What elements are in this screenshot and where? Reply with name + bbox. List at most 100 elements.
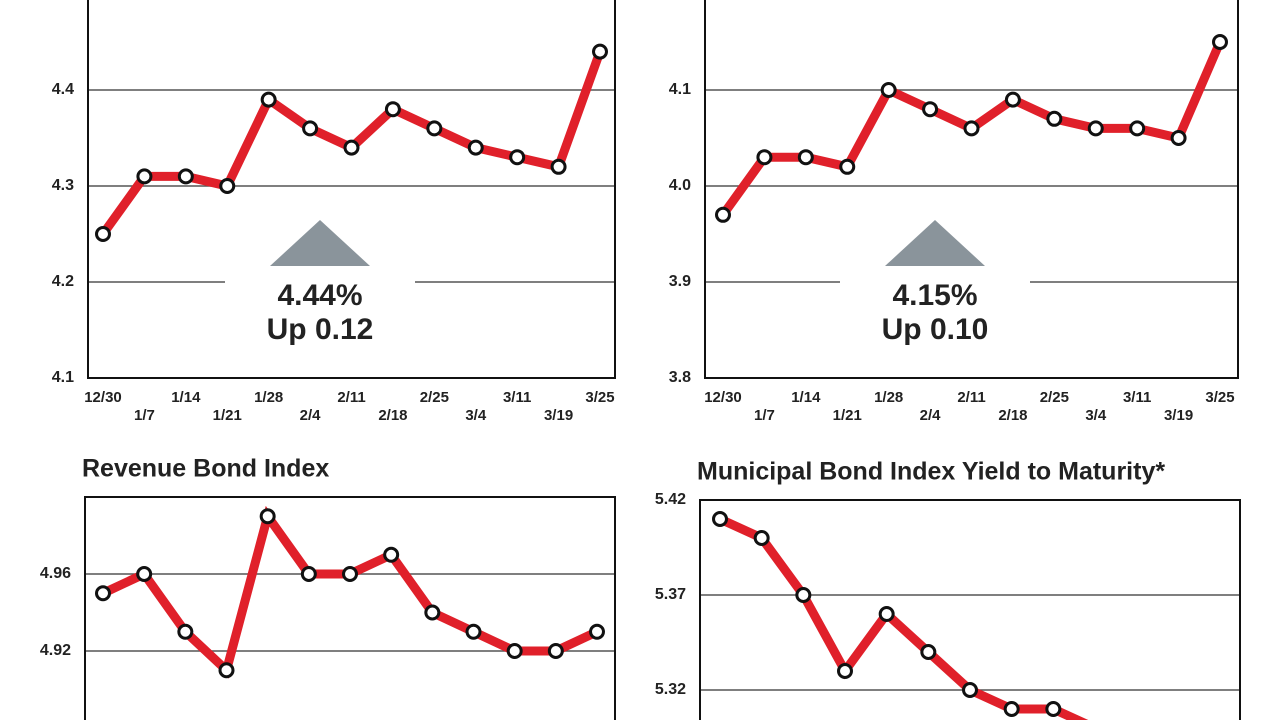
point-marker: [177, 168, 194, 185]
x-tick-label: 3/25: [585, 389, 614, 406]
x-tick-label: 12/30: [84, 389, 122, 406]
point-marker: [1046, 110, 1063, 127]
point-marker: [343, 139, 360, 156]
x-tick-label: 2/11: [957, 389, 985, 406]
series-line: [718, 514, 1089, 720]
x-tick-label: 3/11: [1123, 389, 1151, 406]
point-marker: [467, 139, 484, 156]
plot-frame: [704, 0, 1239, 379]
x-tick-label: 2/11: [337, 389, 365, 406]
x-tick-label: 1/14: [791, 389, 821, 406]
point-marker: [589, 623, 605, 640]
x-tick-label: 1/14: [171, 389, 201, 406]
annotation-backdrop: [225, 270, 415, 350]
plot-frame: [699, 499, 1241, 720]
point-marker: [592, 43, 608, 60]
x-tick-label: 1/7: [754, 407, 775, 424]
y-tick-label: 3.9: [669, 273, 691, 290]
point-marker: [712, 511, 728, 527]
x-tick-label: 2/25: [420, 389, 449, 406]
point-marker: [878, 606, 895, 622]
y-tick-label: 4.2: [52, 273, 74, 290]
point-marker: [218, 662, 235, 679]
chart-panel: 3.8 3.9 4.0 4.1 4.2 4.15%Up 0.10 12/30 1/7 1/14 1…: [669, 0, 1239, 424]
y-tick-label: 5.32: [655, 681, 686, 698]
x-tick-label: 3/19: [544, 407, 573, 424]
x-tick-label: 2/18: [998, 407, 1027, 424]
up-arrow: [885, 220, 985, 266]
point-marker: [922, 101, 939, 118]
point-marker: [424, 604, 441, 621]
point-marker: [219, 178, 236, 194]
x-tick-label: 3/25: [1205, 389, 1234, 406]
annotation-text: Up 0.12: [267, 313, 374, 346]
annotation-text: 4.15%: [892, 279, 977, 312]
annotation-text: 4.44%: [277, 279, 362, 312]
point-marker: [95, 585, 111, 602]
x-tick-label: 2/4: [920, 407, 942, 424]
chart-panel: 4.92 4.96 Revenue Bond Index: [40, 455, 616, 720]
point-marker: [547, 643, 564, 659]
point-marker: [1045, 701, 1062, 717]
point-marker: [797, 149, 814, 166]
point-marker: [963, 120, 980, 137]
point-marker: [383, 546, 400, 563]
x-tick-label: 1/21: [833, 407, 862, 424]
point-marker: [177, 623, 194, 640]
annotation-text: Up 0.10: [882, 313, 989, 346]
y-tick-label: 4.5: [52, 0, 74, 2]
chart-panel: 5.32 5.37 5.42 Municipal Bond Index Yield t…: [655, 458, 1241, 720]
x-tick-label: 3/11: [503, 389, 531, 406]
x-tick-label: 2/25: [1040, 389, 1069, 406]
plot-frame: [87, 0, 616, 379]
y-tick-label: 3.8: [669, 369, 691, 386]
x-tick-label: 1/28: [254, 389, 283, 406]
point-marker: [300, 566, 317, 582]
point-marker: [465, 623, 482, 640]
point-marker: [753, 530, 770, 546]
point-marker: [550, 158, 567, 175]
point-marker: [426, 120, 443, 137]
point-marker: [962, 682, 978, 698]
annotation-backdrop: [840, 270, 1030, 350]
y-tick-label: 4.1: [52, 369, 74, 386]
y-tick-label: 4.3: [52, 177, 74, 194]
y-tick-label: 4.96: [40, 565, 71, 582]
point-marker: [509, 149, 526, 166]
x-tick-label: 1/28: [874, 389, 903, 406]
y-tick-label: 5.42: [655, 491, 686, 508]
x-tick-label: 1/21: [213, 407, 242, 424]
point-marker: [880, 82, 897, 98]
point-marker: [506, 643, 523, 659]
plot-frame: [84, 496, 616, 720]
point-marker: [1212, 34, 1228, 50]
x-tick-label: 3/19: [1164, 407, 1193, 424]
y-tick-label: 4.0: [669, 177, 691, 194]
point-marker: [795, 587, 812, 603]
y-tick-label: 4.1: [669, 81, 691, 98]
point-marker: [260, 91, 277, 108]
point-marker: [136, 168, 153, 185]
y-tick-label: 4.2: [669, 0, 691, 2]
y-tick-label: 5.37: [655, 586, 686, 603]
point-marker: [1003, 701, 1020, 717]
point-marker: [95, 226, 111, 242]
point-marker: [920, 644, 937, 660]
point-marker: [136, 566, 153, 582]
point-marker: [384, 101, 401, 118]
point-marker: [342, 566, 358, 582]
chart-title: Municipal Bond Index Yield to Maturity*: [697, 458, 1165, 486]
x-tick-label: 3/4: [465, 407, 487, 424]
up-arrow: [270, 220, 370, 266]
point-marker: [715, 206, 731, 223]
point-marker: [756, 149, 773, 166]
x-tick-label: 12/30: [704, 389, 742, 406]
x-tick-label: 3/4: [1085, 407, 1107, 424]
point-marker: [259, 508, 276, 525]
point-marker: [1004, 91, 1021, 108]
x-tick-label: 2/18: [378, 407, 407, 424]
y-tick-label: 4.4: [52, 81, 74, 98]
y-tick-label: 4.92: [40, 642, 71, 659]
